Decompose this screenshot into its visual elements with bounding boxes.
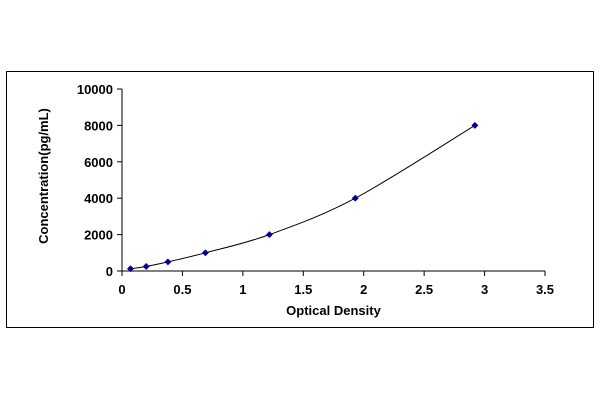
x-tick-label: 0.5 xyxy=(173,282,191,297)
x-tick-label: 2 xyxy=(360,282,367,297)
data-point xyxy=(201,249,209,257)
x-tick-label: 3 xyxy=(481,282,488,297)
tick-labels: 0 0.5 1 1.5 2 2.5 3 3.5 0 2000 4000 6000 8000 10000 xyxy=(77,82,554,297)
x-tick-label: 1 xyxy=(239,282,246,297)
x-tick-label: 2.5 xyxy=(415,282,433,297)
chart-frame xyxy=(6,71,594,328)
x-axis-title: Optical Density xyxy=(286,303,381,318)
fit-curve xyxy=(130,124,476,270)
x-tick-label: 3.5 xyxy=(536,282,554,297)
y-tick-label: 6000 xyxy=(84,155,113,170)
data-point xyxy=(164,258,172,266)
data-point xyxy=(471,121,479,129)
data-points xyxy=(126,121,479,273)
axes xyxy=(117,88,546,276)
data-point xyxy=(265,231,273,239)
y-tick-label: 0 xyxy=(106,264,113,279)
x-tick-label: 0 xyxy=(118,282,125,297)
y-axis-title: Concentration(pg/mL) xyxy=(36,108,51,244)
y-tick-label: 2000 xyxy=(84,228,113,243)
y-tick-label: 8000 xyxy=(84,118,113,133)
x-tick-label: 1.5 xyxy=(294,282,312,297)
y-tick-label: 10000 xyxy=(77,82,113,97)
data-point xyxy=(142,262,150,271)
data-point xyxy=(351,194,359,202)
y-tick-label: 4000 xyxy=(84,191,113,206)
data-point xyxy=(126,265,135,273)
